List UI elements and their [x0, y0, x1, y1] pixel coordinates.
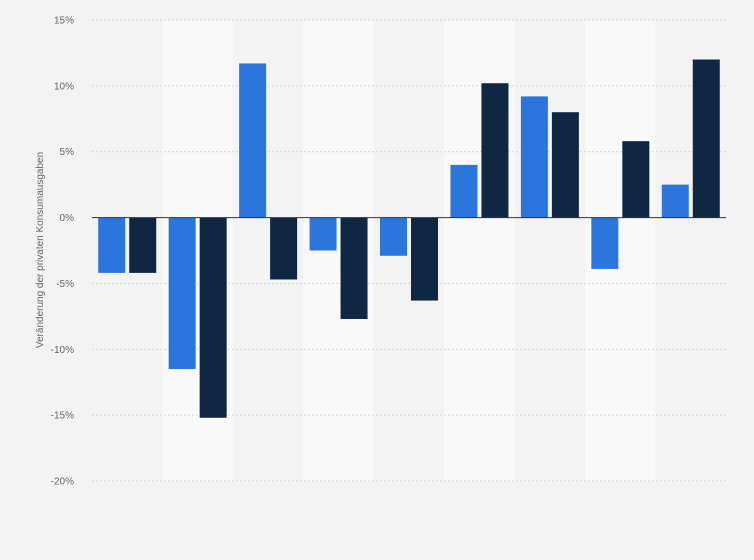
y-tick-label: 10%: [54, 81, 74, 92]
bar-series-1[interactable]: [98, 217, 126, 273]
bar-series-1[interactable]: [309, 217, 337, 251]
bar-series-1[interactable]: [450, 164, 478, 218]
bar-series-2[interactable]: [199, 217, 227, 418]
bars: [98, 59, 720, 418]
bar-series-2[interactable]: [270, 217, 298, 280]
gridlines: [92, 19, 726, 482]
bar-series-1[interactable]: [520, 96, 548, 218]
bar-series-1[interactable]: [168, 217, 196, 370]
bar-series-1[interactable]: [591, 217, 619, 269]
y-tick-label: -20%: [51, 477, 74, 488]
bar-series-1[interactable]: [661, 184, 689, 218]
bar-series-2[interactable]: [551, 112, 579, 218]
y-tick-label: 15%: [54, 16, 74, 27]
y-tick-label: -10%: [51, 345, 74, 356]
bar-series-2[interactable]: [622, 141, 650, 218]
category-band: [514, 20, 586, 481]
bar-series-2[interactable]: [481, 83, 509, 218]
y-tick-label: 0%: [60, 213, 75, 224]
bar-series-1[interactable]: [380, 217, 407, 256]
bar-series-2[interactable]: [411, 217, 438, 301]
y-axis: 15% 10% 5% 0% -5% -10% -15% -20%: [51, 16, 726, 488]
y-tick-label: -5%: [56, 279, 74, 290]
bar-series-2[interactable]: [129, 217, 157, 273]
bar-series-1[interactable]: [239, 63, 267, 218]
bar-series-2[interactable]: [692, 59, 720, 218]
bar-series-2[interactable]: [340, 217, 368, 319]
y-tick-label: 5%: [60, 147, 75, 158]
y-axis-title: Veränderung der privaten Konsumausgaben: [35, 152, 46, 348]
y-tick-label: -15%: [51, 411, 74, 422]
